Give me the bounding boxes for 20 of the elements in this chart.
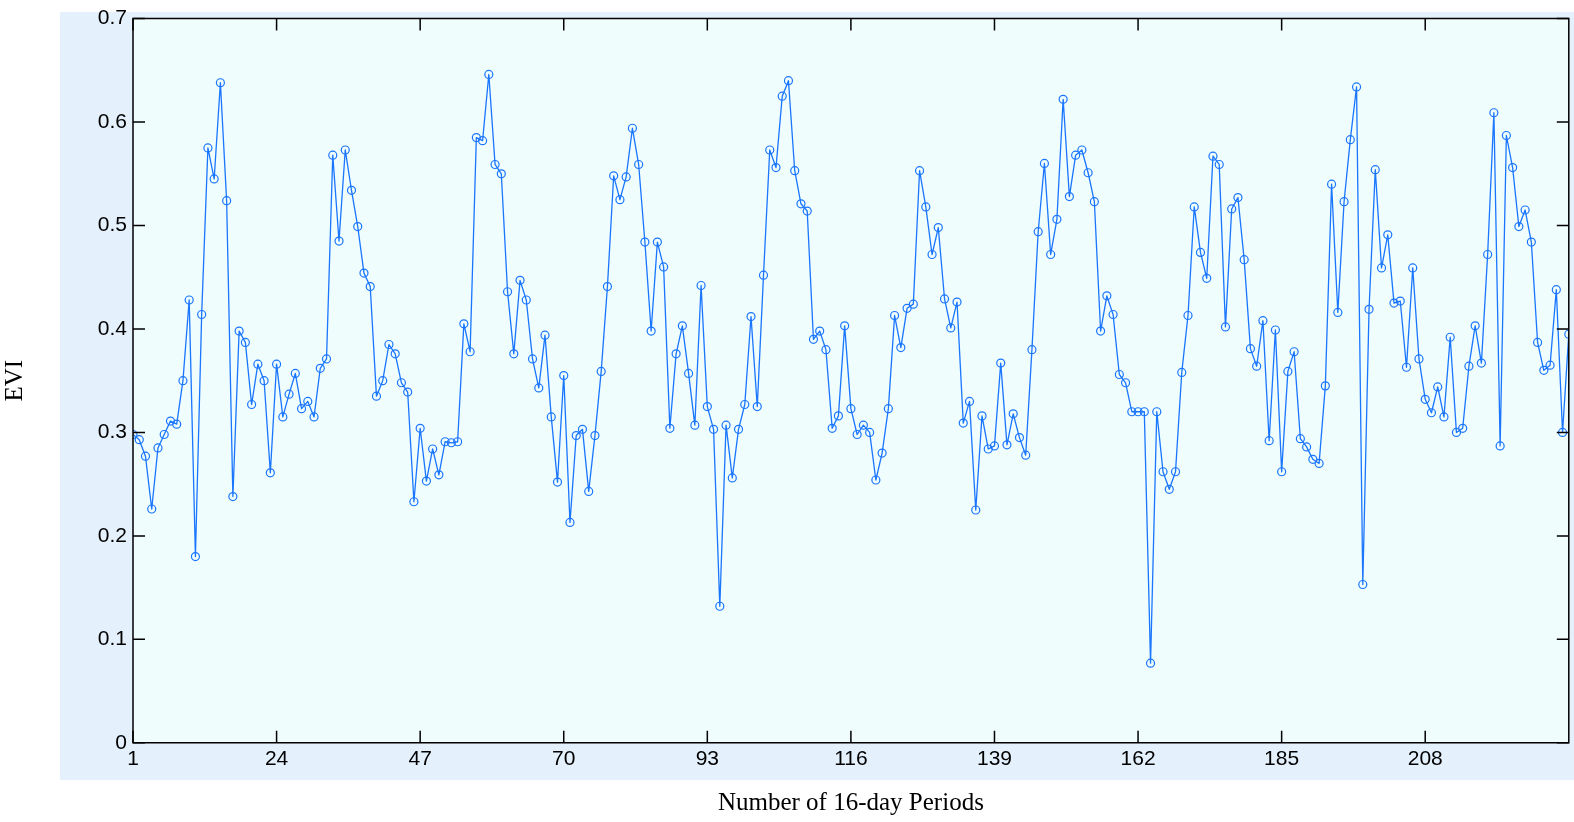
y-axis-title: EVI bbox=[0, 359, 27, 402]
x-tick-label: 139 bbox=[976, 746, 1012, 770]
x-tick-label: 185 bbox=[1264, 746, 1300, 770]
y-tick-label: 0.3 bbox=[97, 419, 127, 443]
x-tick-label: 93 bbox=[695, 746, 719, 770]
y-tick-label: 0.7 bbox=[97, 5, 127, 29]
x-tick-label: 116 bbox=[834, 746, 868, 770]
x-tick-label: 1 bbox=[127, 746, 139, 770]
x-tick-label: 47 bbox=[408, 746, 432, 770]
y-tick-label: 0.4 bbox=[97, 315, 128, 339]
y-tick-label: 0.6 bbox=[97, 108, 127, 132]
x-tick-label: 208 bbox=[1407, 746, 1443, 770]
x-axis-title: Number of 16-day Periods bbox=[717, 787, 984, 815]
x-tick-label: 70 bbox=[552, 746, 576, 770]
x-tick-label: 162 bbox=[1120, 746, 1156, 770]
y-tick-label: 0 bbox=[115, 729, 127, 753]
y-tick-label: 0.2 bbox=[97, 522, 127, 546]
x-tick-label: 24 bbox=[264, 746, 289, 770]
y-tick-label: 0.1 bbox=[97, 626, 127, 650]
y-tick-label: 0.5 bbox=[97, 212, 127, 236]
